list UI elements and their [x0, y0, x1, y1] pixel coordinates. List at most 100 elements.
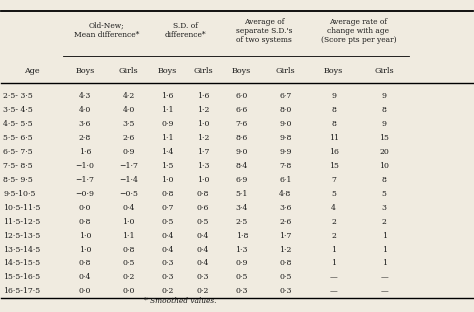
Text: —: — [380, 273, 388, 281]
Text: 11·5-12·5: 11·5-12·5 [3, 218, 40, 226]
Text: Average of
separate S.D.'s
of two systems: Average of separate S.D.'s of two system… [236, 17, 292, 44]
Text: 4: 4 [331, 204, 336, 212]
Text: Boys: Boys [232, 67, 251, 75]
Text: S.D. of
difference*: S.D. of difference* [164, 22, 206, 39]
Text: 4·3: 4·3 [79, 92, 91, 100]
Text: 3: 3 [382, 204, 387, 212]
Text: 9: 9 [382, 120, 387, 128]
Text: 1·0: 1·0 [161, 176, 174, 184]
Text: 9·9: 9·9 [279, 148, 292, 156]
Text: 9·0: 9·0 [236, 148, 248, 156]
Text: 3·5: 3·5 [122, 120, 135, 128]
Text: 1·0: 1·0 [79, 246, 91, 254]
Text: 2: 2 [331, 232, 336, 240]
Text: 0·0: 0·0 [79, 204, 91, 212]
Text: 4·2: 4·2 [122, 92, 135, 100]
Text: 9: 9 [331, 92, 336, 100]
Text: 10: 10 [379, 162, 389, 170]
Text: 8: 8 [331, 106, 336, 115]
Text: 0·4: 0·4 [161, 232, 173, 240]
Text: 1·6: 1·6 [79, 148, 91, 156]
Text: 1·8: 1·8 [236, 232, 248, 240]
Text: 5: 5 [382, 190, 387, 198]
Text: Girls: Girls [119, 67, 138, 75]
Text: −1·7: −1·7 [75, 176, 94, 184]
Text: 1·0: 1·0 [197, 176, 209, 184]
Text: 1·6: 1·6 [197, 92, 209, 100]
Text: 2: 2 [331, 218, 336, 226]
Text: 0·4: 0·4 [197, 246, 209, 254]
Text: 4·8: 4·8 [279, 190, 292, 198]
Text: −1·7: −1·7 [119, 162, 138, 170]
Text: 2: 2 [382, 218, 387, 226]
Text: 0·3: 0·3 [161, 260, 174, 267]
Text: 4·0: 4·0 [122, 106, 135, 115]
Text: 0·2: 0·2 [161, 287, 173, 295]
Text: Girls: Girls [275, 67, 295, 75]
Text: 9·0: 9·0 [279, 120, 292, 128]
Text: −1·0: −1·0 [75, 162, 94, 170]
Text: 20: 20 [379, 148, 389, 156]
Text: 6·1: 6·1 [279, 176, 292, 184]
Text: Boys: Boys [158, 67, 177, 75]
Text: 0·4: 0·4 [161, 246, 173, 254]
Text: 3·6: 3·6 [79, 120, 91, 128]
Text: 5·5- 6·5: 5·5- 6·5 [3, 134, 33, 142]
Text: —: — [380, 287, 388, 295]
Text: 1·1: 1·1 [122, 232, 135, 240]
Text: 16: 16 [328, 148, 338, 156]
Text: 14·5-15·5: 14·5-15·5 [3, 260, 40, 267]
Text: Boys: Boys [75, 67, 95, 75]
Text: 1: 1 [331, 246, 336, 254]
Text: 1: 1 [382, 260, 387, 267]
Text: 0·8: 0·8 [161, 190, 173, 198]
Text: 0·0: 0·0 [79, 287, 91, 295]
Text: 15·5-16·5: 15·5-16·5 [3, 273, 40, 281]
Text: 15: 15 [328, 162, 338, 170]
Text: 0·9: 0·9 [122, 148, 135, 156]
Text: 4·0: 4·0 [79, 106, 91, 115]
Text: 13·5-14·5: 13·5-14·5 [3, 246, 40, 254]
Text: 1: 1 [331, 260, 336, 267]
Text: 7·5- 8·5: 7·5- 8·5 [3, 162, 33, 170]
Text: 8·6: 8·6 [236, 134, 248, 142]
Text: 0·5: 0·5 [161, 218, 173, 226]
Text: 10·5-11·5: 10·5-11·5 [3, 204, 41, 212]
Text: 0·5: 0·5 [279, 273, 292, 281]
Text: 0·8: 0·8 [197, 190, 209, 198]
Text: 2·5- 3·5: 2·5- 3·5 [3, 92, 33, 100]
Text: 0·4: 0·4 [79, 273, 91, 281]
Text: 0·7: 0·7 [161, 204, 173, 212]
Text: 1·4: 1·4 [161, 148, 173, 156]
Text: 0·8: 0·8 [279, 260, 292, 267]
Text: 5: 5 [331, 190, 336, 198]
Text: 0·3: 0·3 [161, 273, 174, 281]
Text: 0·4: 0·4 [197, 260, 209, 267]
Text: 0·9: 0·9 [236, 260, 248, 267]
Text: 3·5- 4·5: 3·5- 4·5 [3, 106, 33, 115]
Text: 3·6: 3·6 [279, 204, 292, 212]
Text: 1·3: 1·3 [197, 162, 209, 170]
Text: 0·4: 0·4 [122, 204, 135, 212]
Text: 1·1: 1·1 [161, 106, 174, 115]
Text: 1: 1 [382, 232, 387, 240]
Text: 8·5- 9·5: 8·5- 9·5 [3, 176, 33, 184]
Text: 6·6: 6·6 [236, 106, 248, 115]
Text: Average rate of
change with age
(Score pts per year): Average rate of change with age (Score p… [320, 17, 396, 44]
Text: 1: 1 [382, 246, 387, 254]
Text: 0·8: 0·8 [122, 246, 135, 254]
Text: 0·5: 0·5 [236, 273, 248, 281]
Text: 9: 9 [382, 92, 387, 100]
Text: 2·5: 2·5 [236, 218, 248, 226]
Text: * Smoothed values.: * Smoothed values. [144, 297, 217, 305]
Text: 7: 7 [331, 176, 336, 184]
Text: 0·6: 0·6 [197, 204, 209, 212]
Text: 15: 15 [379, 134, 389, 142]
Text: 4·5- 5·5: 4·5- 5·5 [3, 120, 33, 128]
Text: 8: 8 [382, 106, 387, 115]
Text: −1·4: −1·4 [119, 176, 138, 184]
Text: Boys: Boys [324, 67, 343, 75]
Text: 1·0: 1·0 [197, 120, 209, 128]
Text: 2·6: 2·6 [279, 218, 292, 226]
Text: 0·5: 0·5 [122, 260, 135, 267]
